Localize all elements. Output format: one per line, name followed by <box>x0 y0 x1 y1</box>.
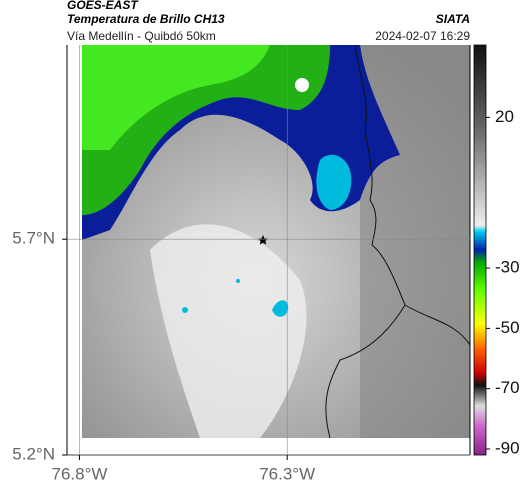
source: SIATA <box>436 12 470 26</box>
y-tick-label: 5.2°N <box>12 444 55 463</box>
x-tick-label: 76.3°W <box>259 464 315 483</box>
imagery <box>82 45 470 438</box>
colorbar-tick-label: -90 <box>495 438 520 457</box>
timestamp: 2024-02-07 16:29 <box>375 29 470 43</box>
colorbar-tick-label: -70 <box>495 378 520 397</box>
y-tick-label: 5.7°N <box>12 229 55 248</box>
colorbar-tick-label: -30 <box>495 258 520 277</box>
subtitle: Temperatura de Brillo CH13 <box>67 12 225 26</box>
colorbar <box>473 44 487 456</box>
colorbar-tick-label: 20 <box>495 107 514 126</box>
route: Vía Medellín - Quibdó 50km <box>67 29 216 43</box>
title: GOES-EAST <box>67 0 139 12</box>
x-tick-label: 76.8°W <box>51 464 107 483</box>
location-star <box>257 235 268 245</box>
colorbar-tick-label: -50 <box>495 318 520 337</box>
